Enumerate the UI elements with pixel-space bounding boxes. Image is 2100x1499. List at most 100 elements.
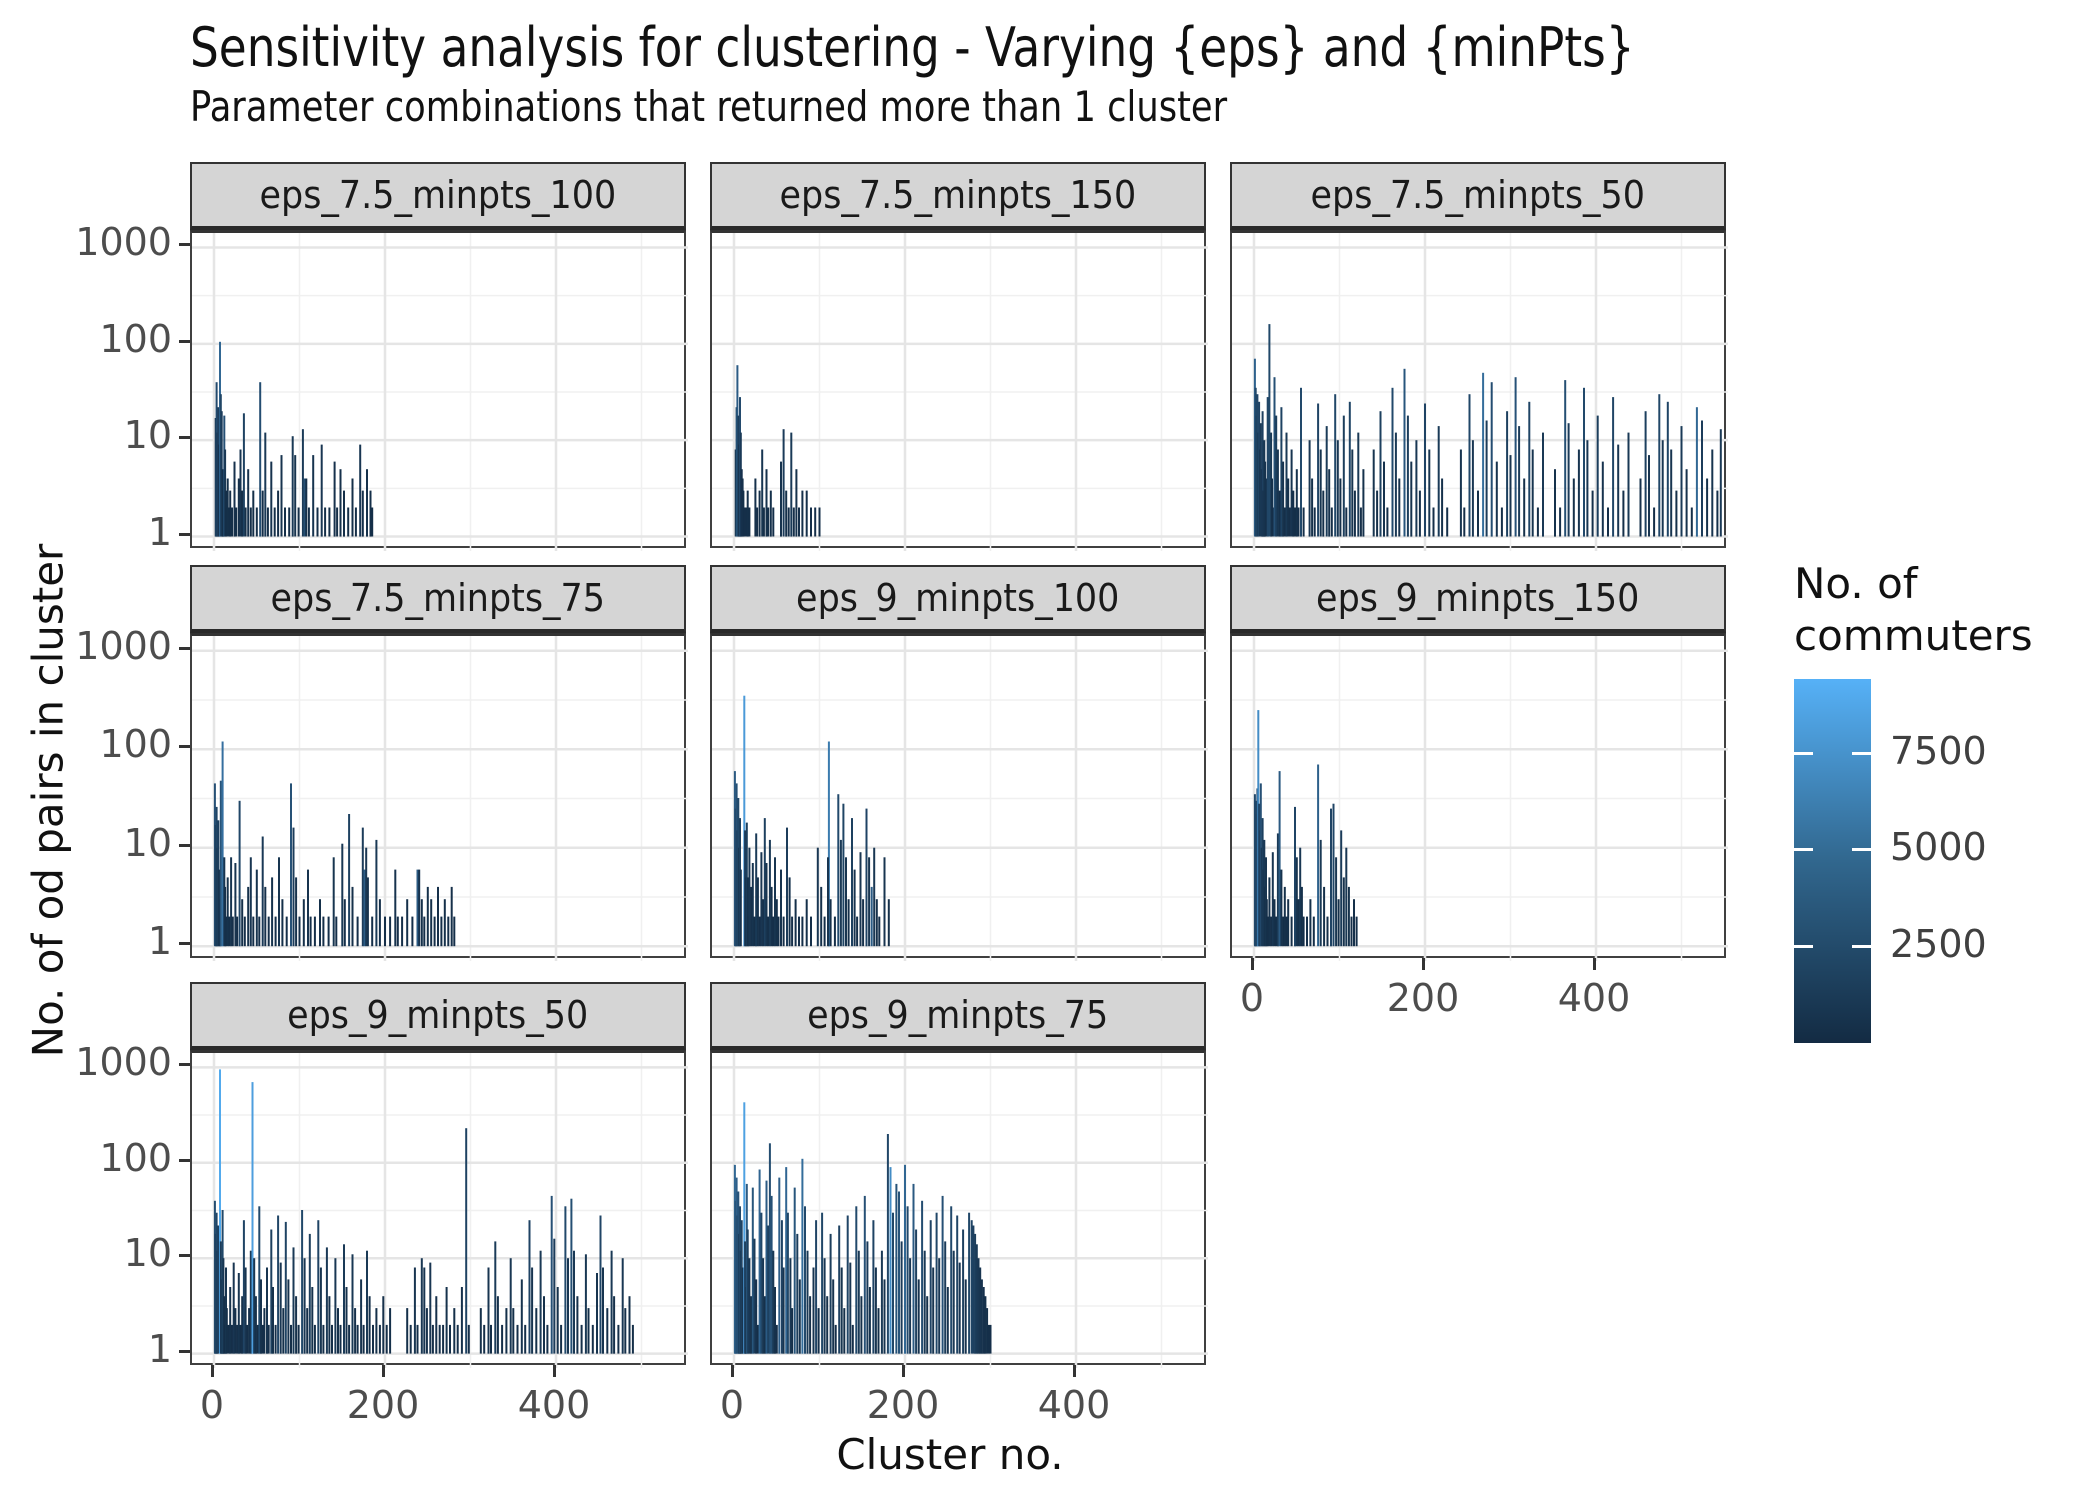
bar (1276, 449, 1279, 537)
bar (312, 455, 315, 537)
bar (1617, 444, 1620, 537)
bar (898, 1191, 900, 1354)
y-axis-title: No. of od pairs in cluster (23, 543, 73, 1058)
bar (843, 1308, 846, 1354)
bar (774, 1287, 776, 1354)
bar (748, 847, 751, 947)
facet-panel-canvas (192, 1053, 688, 1368)
bar (1477, 490, 1479, 537)
x-axis-tick-label: 0 (199, 1383, 225, 1427)
bar (267, 1324, 270, 1354)
bar (827, 741, 830, 947)
bar (242, 1220, 245, 1354)
bar (1701, 420, 1703, 537)
bar (277, 490, 280, 537)
bars-group (1253, 710, 1358, 947)
bar (322, 916, 325, 947)
bar (435, 1296, 438, 1354)
bar (1268, 877, 1271, 947)
bar (1644, 411, 1647, 537)
bar (1383, 461, 1385, 537)
bar (429, 1262, 432, 1354)
facet-strip: eps_9_minpts_150 (1230, 565, 1726, 633)
bar (1319, 839, 1322, 947)
bar (1295, 857, 1298, 947)
bar (272, 1287, 274, 1354)
bar (1353, 899, 1355, 947)
bar (823, 1258, 826, 1354)
bar (420, 1258, 423, 1354)
bar (1359, 507, 1362, 537)
bar (298, 916, 301, 947)
bar (775, 899, 778, 947)
y-axis-tick-label: 1000 (75, 1040, 172, 1085)
legend-colorbar-tick (1852, 945, 1871, 949)
bar (234, 1308, 237, 1354)
bar (219, 1069, 221, 1354)
legend-tick-label: 2500 (1890, 922, 1987, 967)
bar (859, 852, 862, 947)
bar (260, 1279, 262, 1354)
bar (765, 863, 768, 947)
bar (219, 780, 222, 947)
bar (225, 1308, 228, 1354)
bar (962, 1229, 965, 1354)
bar (956, 1215, 959, 1354)
bar (1350, 916, 1353, 947)
bar (228, 916, 231, 947)
legend-title: No. of commuters (1794, 559, 2033, 660)
bar (767, 916, 770, 947)
bar (849, 1262, 852, 1354)
bar (456, 1324, 459, 1354)
bar (980, 1279, 983, 1354)
bar (906, 1206, 909, 1354)
bar (1506, 411, 1509, 537)
bar (1268, 324, 1271, 537)
bar (853, 869, 856, 947)
bar (231, 916, 234, 947)
bar (266, 1267, 268, 1354)
bar (254, 1296, 257, 1354)
bar (306, 1308, 309, 1354)
bar (875, 899, 878, 947)
bar (863, 1195, 866, 1354)
bar (337, 1308, 339, 1354)
bar (877, 1308, 880, 1354)
y-axis-tick (179, 436, 190, 440)
bar (1313, 507, 1316, 537)
bar (450, 886, 453, 947)
facet-strip: eps_9_minpts_75 (710, 982, 1206, 1050)
bar (1337, 899, 1340, 947)
bar (587, 1308, 590, 1354)
bar (1332, 803, 1335, 947)
bar (249, 1250, 252, 1354)
bar (378, 1324, 381, 1354)
bar (851, 818, 853, 947)
bar (345, 1287, 348, 1354)
bar (580, 1324, 583, 1354)
bar (445, 1287, 448, 1354)
bar (453, 916, 456, 947)
bar (1706, 478, 1709, 537)
bar (420, 899, 423, 947)
bar (782, 429, 785, 537)
bar (343, 490, 345, 537)
bar (351, 1254, 354, 1354)
bar (741, 1267, 744, 1354)
y-axis-tick-label: 10 (123, 413, 172, 458)
bar (369, 490, 372, 537)
bar (319, 1267, 322, 1354)
bar (743, 695, 746, 947)
bar (483, 1324, 486, 1354)
facet-strip: eps_7.5_minpts_150 (710, 162, 1206, 230)
bar (1577, 449, 1580, 537)
bar (550, 1195, 553, 1354)
bar (987, 1324, 990, 1354)
bar (1514, 377, 1517, 537)
bar (1299, 847, 1302, 947)
bar (746, 877, 749, 947)
bar (301, 429, 304, 537)
bar (230, 857, 233, 947)
facet-panel (710, 633, 1208, 961)
bar (273, 507, 276, 537)
